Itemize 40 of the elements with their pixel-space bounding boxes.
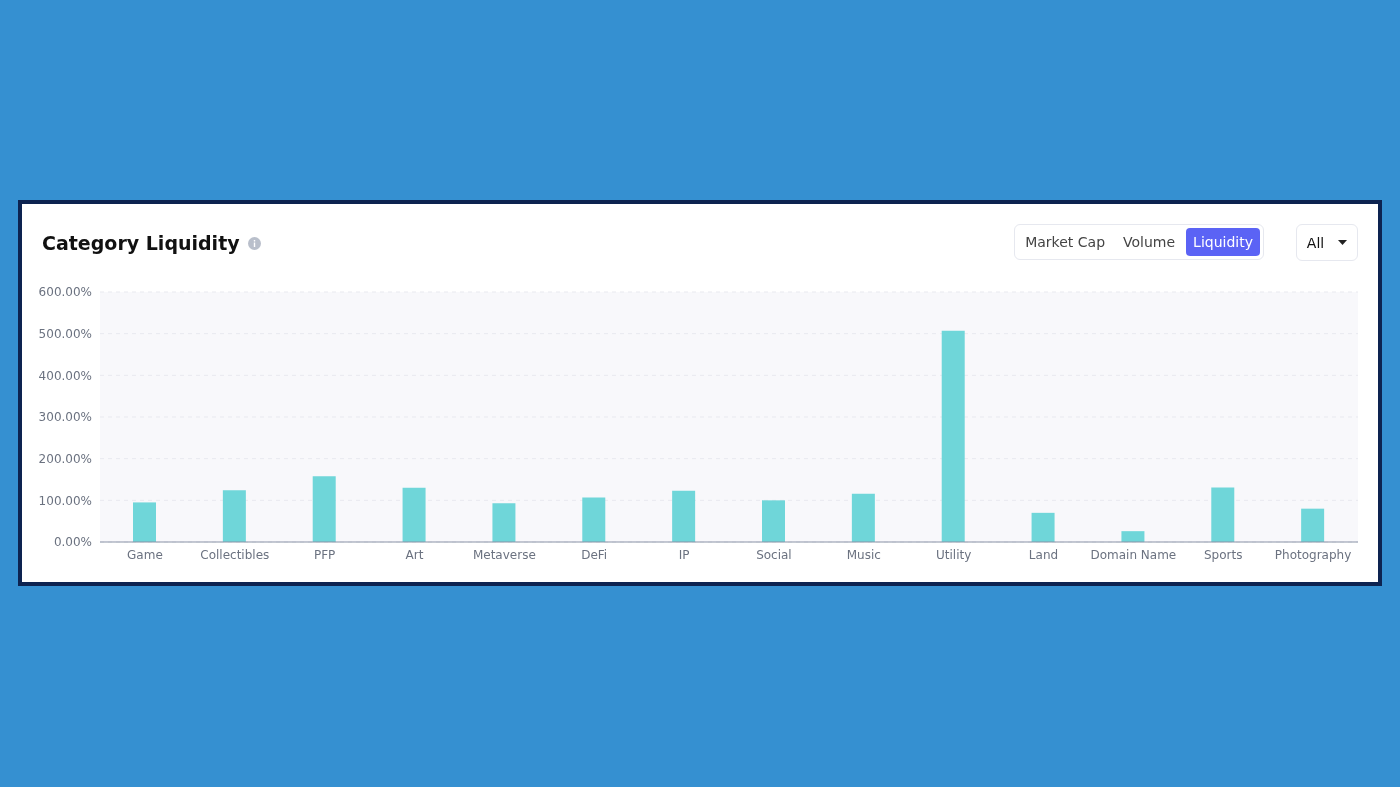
- x-tick-label: Photography: [1274, 547, 1352, 562]
- bar: [133, 502, 156, 542]
- bar: [1301, 508, 1325, 542]
- x-tick-label: Art: [405, 547, 424, 562]
- bar: [582, 497, 606, 542]
- bar: [492, 503, 516, 542]
- y-tick-label: 0.00%: [53, 535, 92, 550]
- x-tick-label: Music: [846, 547, 881, 562]
- x-tick-label: Domain Name: [1090, 547, 1177, 562]
- x-tick-label: Land: [1028, 547, 1059, 562]
- x-tick-label: Game: [127, 547, 163, 562]
- bar: [402, 487, 426, 542]
- y-tick-label: 100.00%: [38, 493, 92, 508]
- bar: [222, 490, 246, 542]
- text: Volume: [1122, 233, 1177, 252]
- x-tick-label: Utility: [935, 547, 972, 562]
- x-tick-label: Social: [756, 547, 792, 562]
- bar: [941, 330, 965, 542]
- y-tick-label: 400.00%: [38, 368, 92, 383]
- x-tick-label: PFP: [313, 547, 336, 562]
- bar: [1031, 512, 1055, 542]
- y-tick-label: 600.00%: [38, 285, 92, 300]
- bar: [851, 493, 875, 542]
- text: Liquidity: [1186, 228, 1260, 256]
- bar: [1211, 487, 1235, 542]
- x-tick-label: IP: [678, 547, 690, 562]
- text: Market Cap: [1024, 233, 1107, 252]
- bar: [762, 500, 785, 542]
- y-tick-label: 500.00%: [38, 326, 92, 341]
- bar: [672, 490, 696, 542]
- x-tick-label: Collectibles: [200, 547, 270, 562]
- y-tick-label: 200.00%: [38, 451, 92, 466]
- text: All: [1306, 234, 1325, 251]
- bar: [312, 476, 336, 542]
- x-tick-label: DeFi: [581, 547, 608, 562]
- bar: [1121, 531, 1145, 542]
- x-tick-label: Metaverse: [472, 547, 536, 562]
- x-tick-label: Sports: [1203, 547, 1243, 562]
- y-tick-label: 300.00%: [38, 410, 92, 425]
- chart-title: Category Liquidity: [42, 232, 240, 254]
